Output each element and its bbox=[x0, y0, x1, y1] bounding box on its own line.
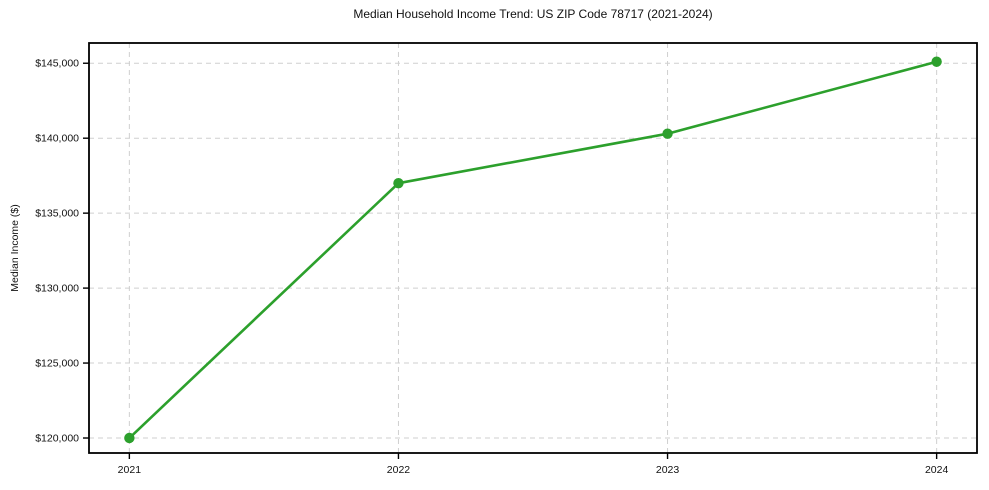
data-point-2023 bbox=[662, 128, 673, 139]
chart-title: Median Household Income Trend: US ZIP Co… bbox=[353, 7, 713, 21]
y-tick-label: $140,000 bbox=[35, 133, 79, 145]
y-axis-title: Median Income ($) bbox=[9, 204, 21, 292]
trend-line bbox=[128, 60, 938, 440]
x-tick-label: 2023 bbox=[656, 464, 680, 476]
data-point-2024 bbox=[931, 56, 942, 67]
x-tick-label: 2021 bbox=[118, 464, 142, 476]
x-tick-label: 2022 bbox=[387, 464, 411, 476]
y-tick-label: $125,000 bbox=[35, 358, 79, 370]
x-tick-label: 2024 bbox=[925, 464, 949, 476]
plot-border bbox=[88, 42, 978, 454]
y-tick-label: $130,000 bbox=[35, 283, 79, 295]
y-tick-label: $120,000 bbox=[35, 433, 79, 445]
data-point-2022 bbox=[393, 177, 404, 189]
data-point-2021 bbox=[124, 432, 135, 444]
y-tick-label: $145,000 bbox=[35, 58, 79, 70]
y-tick-label: $135,000 bbox=[35, 208, 79, 220]
